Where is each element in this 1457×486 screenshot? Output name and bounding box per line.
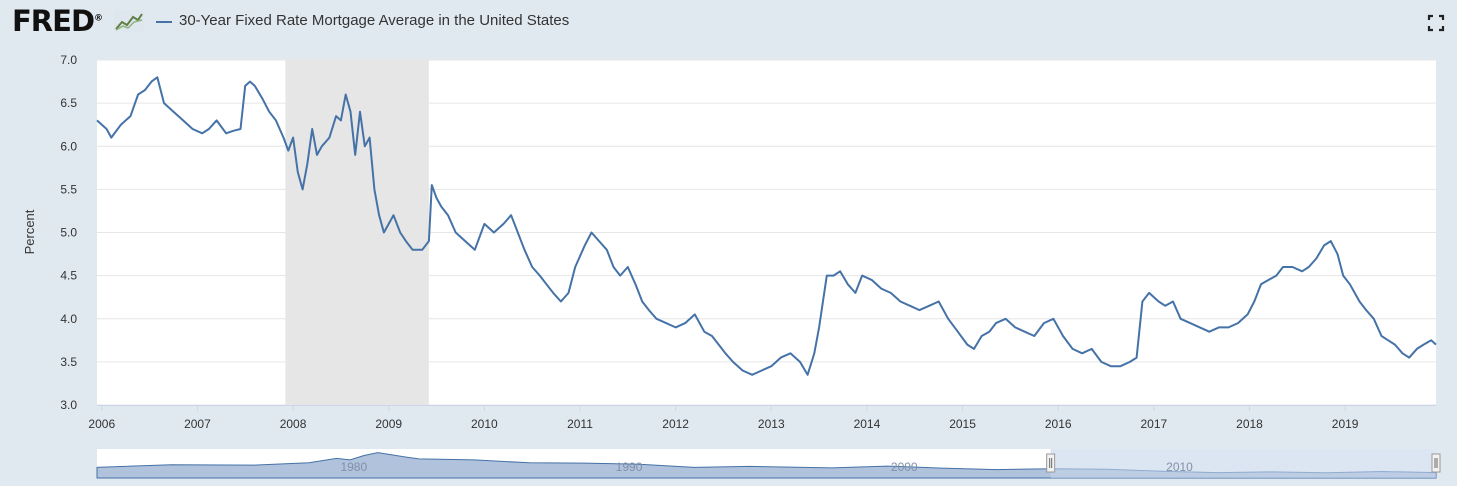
chart-title: 30-Year Fixed Rate Mortgage Average in t… [179, 12, 570, 29]
logo-text: FRED [12, 4, 95, 38]
navigator-label: 1980 [340, 460, 367, 474]
x-tick-label: 2012 [662, 417, 689, 431]
navigator-label: 2000 [891, 460, 918, 474]
x-tick-label: 2013 [758, 417, 785, 431]
y-axis-label: Percent [22, 209, 37, 254]
y-tick-label: 3.0 [60, 398, 77, 412]
navigator-handle-right[interactable] [1431, 453, 1441, 473]
y-tick-label: 7.0 [60, 53, 77, 67]
logo-registered-mark: ® [94, 13, 103, 24]
y-tick-label: 3.5 [60, 355, 77, 369]
range-navigator[interactable]: 1980 1990 2000 2010 [96, 449, 1441, 479]
y-tick-label: 5.0 [60, 226, 77, 240]
x-tick-label: 2016 [1045, 417, 1072, 431]
x-tick-label: 2006 [88, 417, 115, 431]
x-tick-label: 2018 [1236, 417, 1263, 431]
x-tick-label: 2008 [280, 417, 307, 431]
y-tick-label: 6.0 [60, 139, 77, 153]
x-tick-label: 2011 [567, 417, 593, 431]
legend-swatch [156, 21, 172, 23]
y-tick-label: 4.0 [60, 312, 77, 326]
y-tick-label: 4.5 [60, 269, 77, 283]
navigator-label: 1990 [616, 460, 643, 474]
navigator-selection[interactable] [1050, 449, 1436, 478]
navigator-label: 2010 [1166, 460, 1193, 474]
chart-header: FRED® 30-Year Fixed Rate Mortgage Averag… [0, 0, 1457, 46]
x-axis-ticks: 2006 2007 2008 2009 2010 2011 2012 2013 2014 2015… [88, 405, 1436, 431]
fullscreen-icon[interactable] [1427, 14, 1445, 32]
x-tick-label: 2010 [471, 417, 498, 431]
fred-logo[interactable]: FRED® [12, 4, 103, 38]
x-tick-label: 2014 [854, 417, 881, 431]
y-tick-label: 6.5 [60, 96, 77, 110]
line-graph-icon [114, 10, 144, 32]
y-axis-ticks: 7.0 6.5 6.0 5.5 5.0 4.5 4.0 3.5 3.0 [60, 53, 77, 412]
navigator-handle-left[interactable] [1046, 453, 1056, 473]
series-line [96, 76, 1437, 376]
x-tick-label: 2009 [375, 417, 402, 431]
x-tick-label: 2017 [1141, 417, 1168, 431]
y-tick-label: 5.5 [60, 182, 77, 196]
x-tick-label: 2015 [949, 417, 976, 431]
x-tick-label: 2007 [184, 417, 211, 431]
series-layer [96, 76, 1437, 376]
x-tick-label: 2019 [1332, 417, 1359, 431]
